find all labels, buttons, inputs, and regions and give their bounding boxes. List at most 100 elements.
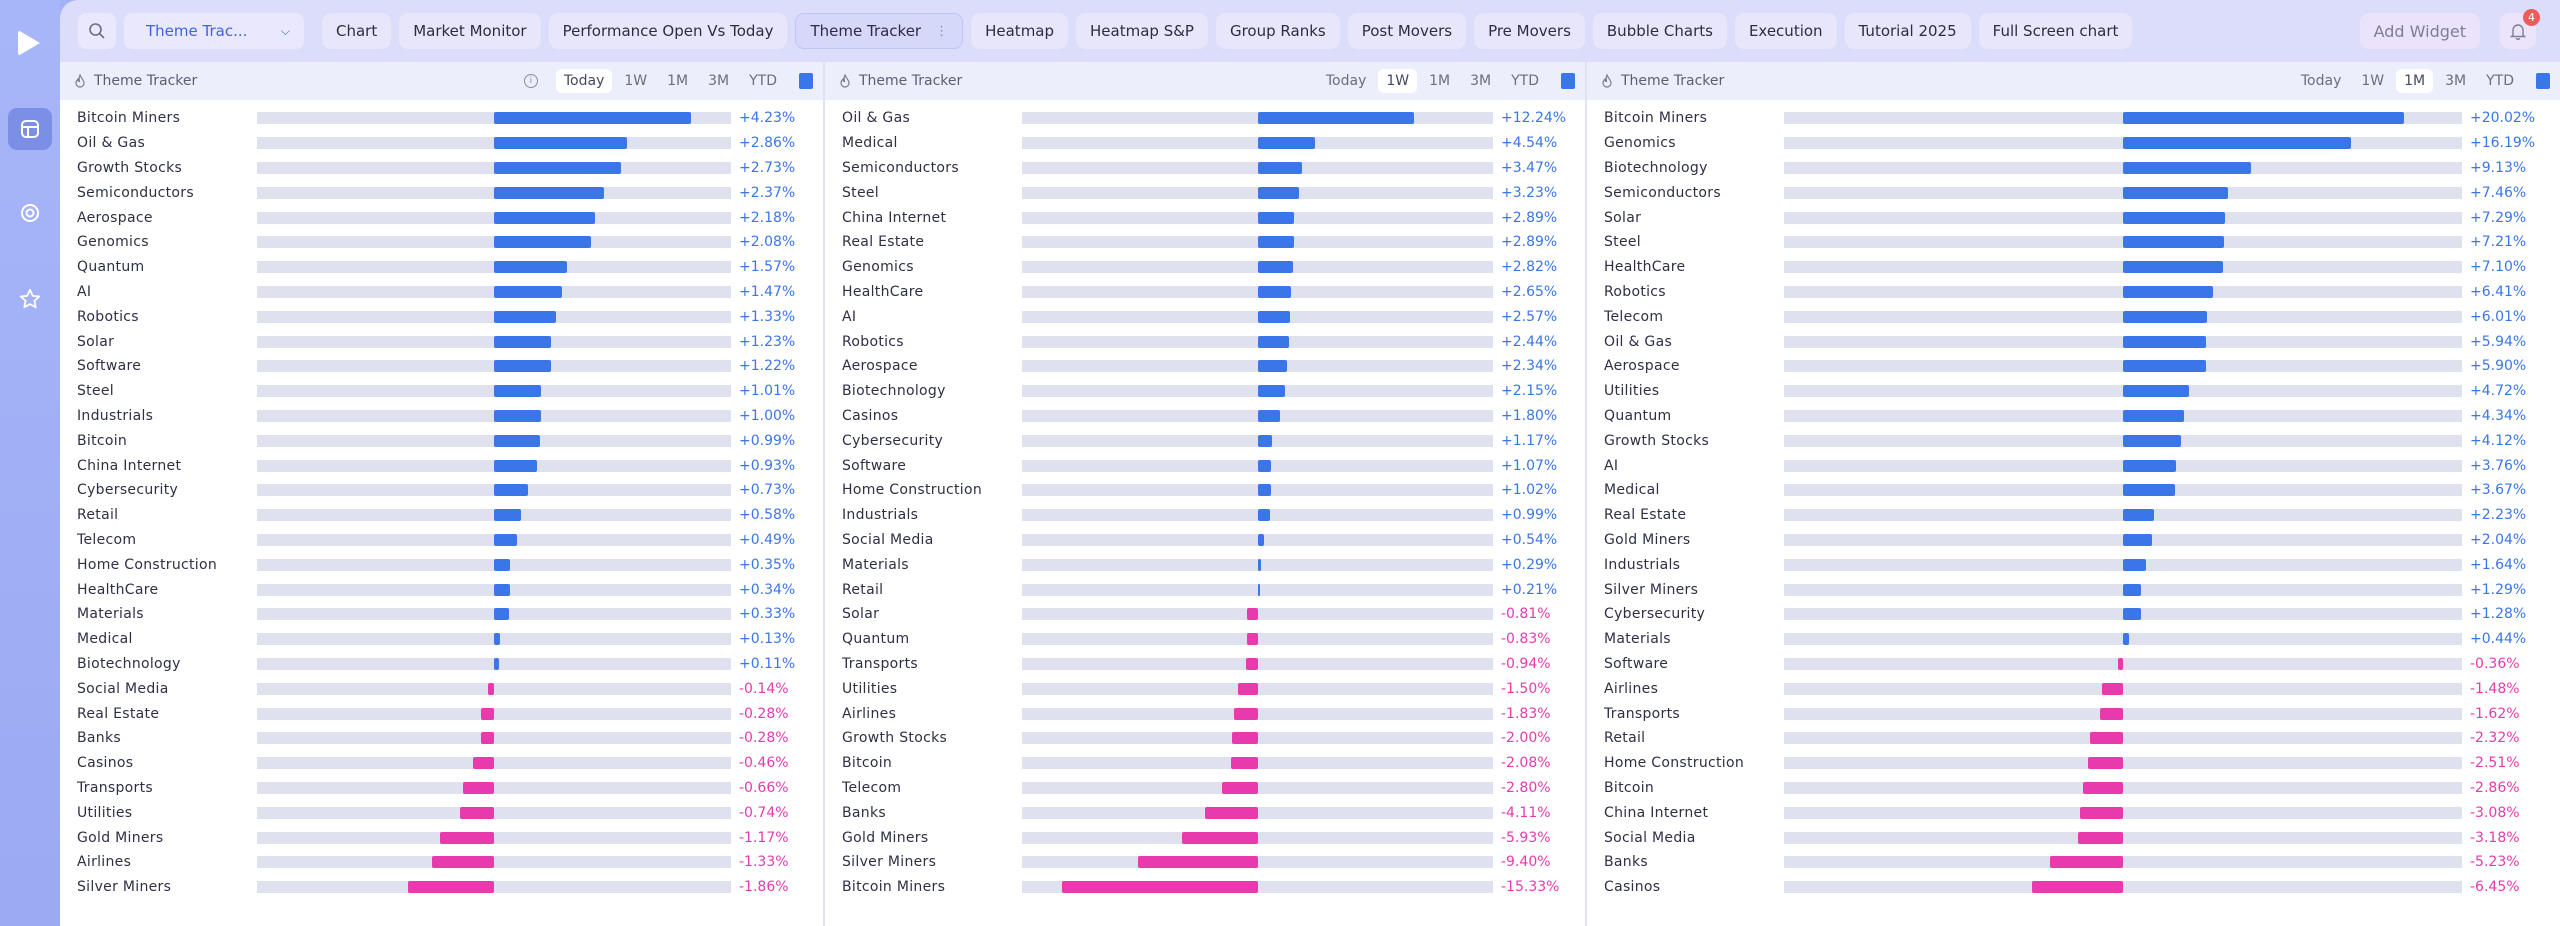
period-today-button[interactable]: Today bbox=[2300, 73, 2342, 89]
tab-performance-open-vs-today[interactable]: Performance Open Vs Today bbox=[548, 13, 788, 49]
period-1w-button[interactable]: 1W bbox=[624, 73, 648, 89]
theme-row[interactable]: Quantum -0.83% bbox=[825, 627, 1585, 652]
theme-row[interactable]: Growth Stocks +4.12% bbox=[1587, 428, 2560, 453]
period-3m-button[interactable]: 3M bbox=[2445, 73, 2467, 89]
tab-bubble-charts[interactable]: Bubble Charts bbox=[1592, 13, 1727, 49]
theme-row[interactable]: Materials +0.33% bbox=[60, 602, 823, 627]
period-3m-button[interactable]: 3M bbox=[1470, 73, 1492, 89]
theme-row[interactable]: Silver Miners -9.40% bbox=[825, 850, 1585, 875]
period-1w-button[interactable]: 1W bbox=[1378, 69, 1418, 93]
color-picker-button[interactable] bbox=[799, 73, 813, 89]
theme-row[interactable]: Steel +3.23% bbox=[825, 180, 1585, 205]
tab-theme-tracker[interactable]: Theme Tracker ⋮ bbox=[795, 13, 964, 49]
sidebar-item-target[interactable] bbox=[8, 192, 52, 234]
theme-row[interactable]: Transports -0.66% bbox=[60, 776, 823, 801]
theme-row[interactable]: Solar -0.81% bbox=[825, 602, 1585, 627]
theme-row[interactable]: AI +2.57% bbox=[825, 304, 1585, 329]
tab-heatmap-s-p[interactable]: Heatmap S&P bbox=[1076, 13, 1208, 49]
theme-row[interactable]: Medical +4.54% bbox=[825, 131, 1585, 156]
theme-row[interactable]: Bitcoin Miners +4.23% bbox=[60, 106, 823, 131]
search-button[interactable] bbox=[78, 13, 116, 49]
theme-row[interactable]: Aerospace +2.34% bbox=[825, 354, 1585, 379]
theme-row[interactable]: Airlines -1.83% bbox=[825, 701, 1585, 726]
theme-row[interactable]: Solar +1.23% bbox=[60, 329, 823, 354]
theme-row[interactable]: Airlines -1.33% bbox=[60, 850, 823, 875]
theme-row[interactable]: Telecom +0.49% bbox=[60, 528, 823, 553]
tab-menu-icon[interactable]: ⋮ bbox=[935, 23, 949, 39]
theme-row[interactable]: Semiconductors +7.46% bbox=[1587, 180, 2560, 205]
theme-row[interactable]: Oil & Gas +5.94% bbox=[1587, 329, 2560, 354]
theme-row[interactable]: Robotics +6.41% bbox=[1587, 280, 2560, 305]
theme-row[interactable]: Aerospace +5.90% bbox=[1587, 354, 2560, 379]
theme-row[interactable]: Casinos -6.45% bbox=[1587, 875, 2560, 900]
theme-row[interactable]: Cybersecurity +0.73% bbox=[60, 478, 823, 503]
theme-row[interactable]: Robotics +1.33% bbox=[60, 304, 823, 329]
tab-chart[interactable]: Chart bbox=[322, 13, 392, 49]
theme-row[interactable]: Oil & Gas +2.86% bbox=[60, 131, 823, 156]
theme-row[interactable]: Transports -1.62% bbox=[1587, 701, 2560, 726]
theme-row[interactable]: Growth Stocks -2.00% bbox=[825, 726, 1585, 751]
theme-row[interactable]: Quantum +4.34% bbox=[1587, 404, 2560, 429]
theme-row[interactable]: Industrials +1.64% bbox=[1587, 552, 2560, 577]
theme-row[interactable]: Software -0.36% bbox=[1587, 652, 2560, 677]
sidebar-item-favorites[interactable] bbox=[8, 278, 52, 320]
theme-row[interactable]: Growth Stocks +2.73% bbox=[60, 156, 823, 181]
theme-row[interactable]: China Internet -3.08% bbox=[1587, 800, 2560, 825]
theme-row[interactable]: Casinos +1.80% bbox=[825, 404, 1585, 429]
add-widget-button[interactable]: Add Widget bbox=[2359, 13, 2480, 49]
tab-group-ranks[interactable]: Group Ranks bbox=[1215, 13, 1340, 49]
info-icon[interactable]: i bbox=[523, 74, 538, 88]
theme-row[interactable]: Telecom +6.01% bbox=[1587, 304, 2560, 329]
theme-row[interactable]: AI +3.76% bbox=[1587, 453, 2560, 478]
theme-row[interactable]: Steel +1.01% bbox=[60, 379, 823, 404]
period-today-button[interactable]: Today bbox=[555, 69, 613, 93]
period-ytd-button[interactable]: YTD bbox=[1511, 73, 1539, 89]
theme-row[interactable]: Quantum +1.57% bbox=[60, 255, 823, 280]
theme-row[interactable]: Real Estate +2.23% bbox=[1587, 503, 2560, 528]
theme-row[interactable]: Banks -5.23% bbox=[1587, 850, 2560, 875]
tab-tutorial-2025[interactable]: Tutorial 2025 bbox=[1844, 13, 1971, 49]
theme-row[interactable]: Bitcoin -2.86% bbox=[1587, 776, 2560, 801]
theme-row[interactable]: HealthCare +2.65% bbox=[825, 280, 1585, 305]
theme-row[interactable]: Transports -0.94% bbox=[825, 652, 1585, 677]
tab-post-movers[interactable]: Post Movers bbox=[1347, 13, 1467, 49]
theme-row[interactable]: Social Media +0.54% bbox=[825, 528, 1585, 553]
theme-row[interactable]: Semiconductors +2.37% bbox=[60, 180, 823, 205]
theme-row[interactable]: Materials +0.44% bbox=[1587, 627, 2560, 652]
theme-row[interactable]: Cybersecurity +1.17% bbox=[825, 428, 1585, 453]
theme-row[interactable]: Gold Miners -5.93% bbox=[825, 825, 1585, 850]
theme-row[interactable]: Biotechnology +0.11% bbox=[60, 652, 823, 677]
theme-row[interactable]: Medical +0.13% bbox=[60, 627, 823, 652]
period-ytd-button[interactable]: YTD bbox=[2486, 73, 2514, 89]
sidebar-item-dashboard[interactable] bbox=[8, 108, 52, 150]
theme-row[interactable]: Casinos -0.46% bbox=[60, 751, 823, 776]
theme-row[interactable]: Software +1.22% bbox=[60, 354, 823, 379]
period-1m-button[interactable]: 1M bbox=[1429, 73, 1451, 89]
layout-dropdown[interactable]: Theme Trac... ⌵ bbox=[124, 13, 304, 49]
theme-row[interactable]: Gold Miners -1.17% bbox=[60, 825, 823, 850]
period-today-button[interactable]: Today bbox=[1325, 73, 1367, 89]
theme-row[interactable]: Social Media -0.14% bbox=[60, 676, 823, 701]
theme-row[interactable]: China Internet +2.89% bbox=[825, 205, 1585, 230]
theme-row[interactable]: Cybersecurity +1.28% bbox=[1587, 602, 2560, 627]
theme-row[interactable]: Medical +3.67% bbox=[1587, 478, 2560, 503]
theme-row[interactable]: Steel +7.21% bbox=[1587, 230, 2560, 255]
theme-row[interactable]: HealthCare +0.34% bbox=[60, 577, 823, 602]
theme-row[interactable]: Home Construction +0.35% bbox=[60, 552, 823, 577]
logo-icon[interactable] bbox=[18, 30, 40, 56]
theme-row[interactable]: Home Construction +1.02% bbox=[825, 478, 1585, 503]
color-picker-button[interactable] bbox=[2536, 73, 2550, 89]
theme-row[interactable]: Software +1.07% bbox=[825, 453, 1585, 478]
theme-row[interactable]: Airlines -1.48% bbox=[1587, 676, 2560, 701]
theme-row[interactable]: China Internet +0.93% bbox=[60, 453, 823, 478]
theme-row[interactable]: Bitcoin +0.99% bbox=[60, 428, 823, 453]
period-1w-button[interactable]: 1W bbox=[2361, 73, 2385, 89]
theme-row[interactable]: HealthCare +7.10% bbox=[1587, 255, 2560, 280]
theme-row[interactable]: Semiconductors +3.47% bbox=[825, 156, 1585, 181]
theme-row[interactable]: Biotechnology +2.15% bbox=[825, 379, 1585, 404]
theme-row[interactable]: Real Estate +2.89% bbox=[825, 230, 1585, 255]
theme-row[interactable]: Materials +0.29% bbox=[825, 552, 1585, 577]
theme-row[interactable]: Social Media -3.18% bbox=[1587, 825, 2560, 850]
theme-row[interactable]: Home Construction -2.51% bbox=[1587, 751, 2560, 776]
theme-row[interactable]: Aerospace +2.18% bbox=[60, 205, 823, 230]
